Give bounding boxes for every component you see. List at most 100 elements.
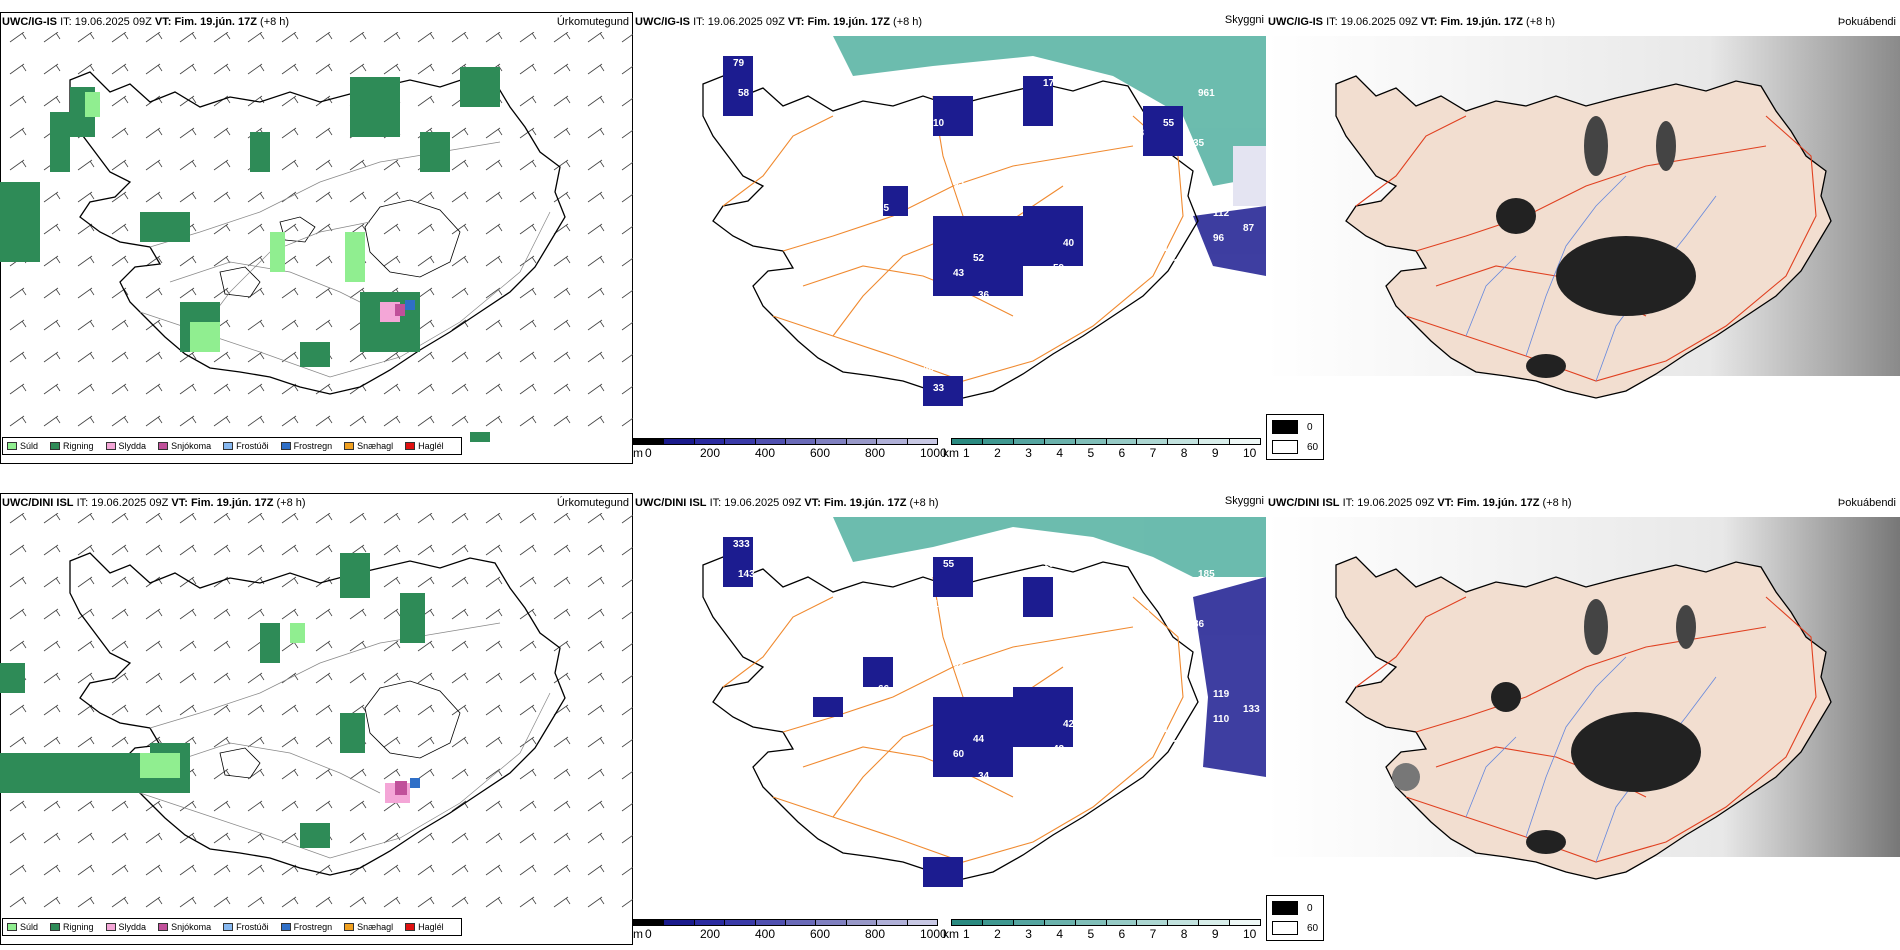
wind-barb xyxy=(417,287,435,299)
wind-barb xyxy=(43,640,61,652)
fog-dark-areas xyxy=(1392,599,1701,854)
colorbar-segment xyxy=(725,439,756,444)
it-label: IT: xyxy=(709,497,722,509)
wind-barb xyxy=(383,832,401,844)
wind-barb xyxy=(553,672,571,684)
wind-barb xyxy=(43,191,61,203)
panel-header: UWC/IG-IS IT: 19.06.2025 09Z VT: Fim. 19… xyxy=(635,16,922,29)
wind-barb xyxy=(587,223,605,235)
ceiling-value-label: 143 xyxy=(738,569,755,580)
wind-barb xyxy=(77,63,95,75)
legend-item: Rigning xyxy=(50,922,94,932)
wind-barb xyxy=(77,896,95,908)
wind-barb xyxy=(383,768,401,780)
wind-barb xyxy=(349,896,367,908)
wind-barb xyxy=(213,608,231,620)
wind-barb xyxy=(349,768,367,780)
colorbar-tick-label: 200 xyxy=(700,927,721,941)
fog-panel-row2: UWC/DINI ISL IT: 19.06.2025 09Z VT: Fim.… xyxy=(1266,493,1900,945)
wind-barb xyxy=(77,513,95,524)
wind-barb xyxy=(519,736,537,748)
wind-barb xyxy=(451,576,469,588)
wind-barb xyxy=(77,159,95,171)
wind-barb xyxy=(519,640,537,652)
wind-barb xyxy=(417,544,435,556)
legend-swatch xyxy=(158,923,169,931)
wind-barb xyxy=(281,672,299,684)
legend-label: Rigning xyxy=(63,922,94,932)
wind-barb xyxy=(383,159,401,171)
colorbar-tick-label: 2 xyxy=(994,446,1001,460)
wind-barb xyxy=(553,513,571,524)
colorbar-segment xyxy=(1106,920,1138,925)
colorbar-tick-label: 200 xyxy=(700,446,721,460)
wind-barb xyxy=(9,800,27,812)
sleet-snow-areas xyxy=(380,300,415,322)
wind-barb xyxy=(281,287,299,299)
wind-barb xyxy=(315,63,333,75)
wind-barb xyxy=(315,640,333,652)
colorbar-tick-label: 9 xyxy=(1211,446,1219,460)
wind-barb xyxy=(281,191,299,203)
wind-barb xyxy=(247,672,265,684)
wind-barb xyxy=(587,704,605,716)
fog-key: 0 60 xyxy=(1266,414,1324,460)
ceiling-value-label: 84 xyxy=(1163,198,1175,209)
wind-barb xyxy=(213,513,231,524)
wind-barb xyxy=(519,608,537,620)
wind-barb xyxy=(77,640,95,652)
wind-barb xyxy=(9,351,27,363)
wind-barb xyxy=(417,319,435,331)
wind-barb xyxy=(213,191,231,203)
ceiling-value-label: 16 xyxy=(1163,243,1175,254)
wind-barb xyxy=(519,415,537,427)
wind-barb xyxy=(383,704,401,716)
it-label: IT: xyxy=(1326,16,1338,28)
wind-barb xyxy=(281,896,299,908)
wind-barb xyxy=(519,319,537,331)
colorbar-tick-label: 600 xyxy=(810,927,831,941)
wind-barb xyxy=(43,351,61,363)
wind-barb xyxy=(485,223,503,235)
wind-barb xyxy=(9,159,27,171)
wind-barb xyxy=(519,800,537,812)
wind-barb xyxy=(213,159,231,171)
wind-barb xyxy=(111,383,129,395)
wind-barb xyxy=(587,383,605,395)
visibility-unit: km xyxy=(943,927,959,941)
wind-barb xyxy=(383,608,401,620)
wind-barb xyxy=(485,544,503,556)
wind-barb xyxy=(145,63,163,75)
wind-barb xyxy=(111,608,129,620)
wind-barb xyxy=(485,415,503,427)
sea-visibility xyxy=(833,517,1266,777)
colorbar-segment xyxy=(725,920,756,925)
wind-barb xyxy=(519,544,537,556)
wind-barb xyxy=(519,896,537,908)
wind-barb xyxy=(247,32,265,43)
wind-barb xyxy=(247,191,265,203)
vt-label: VT: xyxy=(787,16,805,28)
wind-barb xyxy=(417,63,435,75)
colorbar-segment xyxy=(1075,439,1107,444)
wind-barb xyxy=(383,351,401,363)
precip-legend: Súld Rigning Slydda Snjókoma Frostúði Fr… xyxy=(2,918,462,936)
wind-barb xyxy=(349,191,367,203)
panel-title: Þokuábendi xyxy=(1837,497,1896,509)
vt-value: Fim. 19.jún. 17Z xyxy=(190,497,274,509)
wind-barb xyxy=(9,832,27,844)
colorbar-tick-label: 3 xyxy=(1025,446,1032,460)
colorbar-tick-label: 8 xyxy=(1180,927,1188,941)
ceiling-map: 79 58 143 174 100 961 55 68 35 10 42 84 80 31 65 96 16 11… xyxy=(702,36,1266,406)
legend-swatch xyxy=(405,923,416,931)
lead-time: (+8 h) xyxy=(260,16,290,28)
wind-barb xyxy=(417,896,435,908)
colorbar-segment xyxy=(982,439,1014,444)
wind-barb xyxy=(349,415,367,427)
wind-barb xyxy=(213,832,231,844)
wind-barb xyxy=(145,255,163,267)
ceiling-unit: m xyxy=(633,927,643,941)
wind-barb xyxy=(485,319,503,331)
wind-barb xyxy=(247,736,265,748)
wind-barb xyxy=(417,223,435,235)
